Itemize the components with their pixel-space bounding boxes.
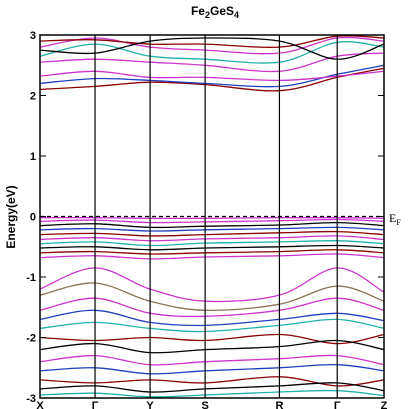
kpoint-label-6: Z (381, 400, 388, 409)
chart-title: Fe2GeS4 (191, 4, 239, 20)
band-line-23 (40, 333, 384, 345)
y-tick-label-5: 2 (30, 91, 36, 103)
kpoint-label-4: R (275, 400, 283, 409)
y-axis-ticks: -3 -2 -1 0 1 2 3 (26, 30, 384, 405)
band-line-18 (40, 267, 384, 303)
y-tick-label-0: -3 (26, 393, 36, 405)
band-line-3 (40, 52, 384, 73)
band-line-17 (40, 253, 384, 260)
title-subscript-1: 2 (205, 10, 210, 20)
kpoint-label-0: X (36, 400, 44, 409)
fermi-label-subscript: F (396, 218, 401, 227)
y-tick-label-1: -2 (26, 333, 36, 345)
title-subscript-2: 4 (234, 10, 239, 20)
y-tick-label-6: 3 (30, 30, 36, 42)
band-line-14 (40, 239, 384, 247)
band-line-26 (40, 363, 384, 375)
y-axis-title: Energy(eV) (4, 185, 18, 248)
band-line-13 (40, 235, 384, 242)
band-line-19 (40, 282, 384, 312)
plot-area (40, 35, 384, 398)
kpoint-label-2: Y (146, 400, 154, 409)
band-line-8 (40, 216, 384, 220)
band-line-29 (40, 389, 384, 398)
kpoint-label-3: S (201, 400, 208, 409)
kpoint-label-5: Γ (334, 400, 341, 409)
band-line-7 (40, 37, 384, 60)
band-line-27 (40, 376, 384, 387)
y-tick-label-2: -1 (26, 272, 36, 284)
y-tick-label-4: 1 (30, 151, 36, 163)
band-line-11 (40, 226, 384, 232)
title-middle: GeS (210, 4, 234, 18)
plot-frame (39, 34, 385, 399)
band-line-21 (40, 309, 384, 327)
fermi-label: EF (389, 211, 401, 227)
band-line-24 (40, 339, 384, 354)
kpoint-lines (94, 35, 338, 398)
y-tick-label-3: 0 (30, 212, 36, 224)
band-line-25 (40, 354, 384, 366)
kpoint-label-1: Γ (92, 400, 99, 409)
